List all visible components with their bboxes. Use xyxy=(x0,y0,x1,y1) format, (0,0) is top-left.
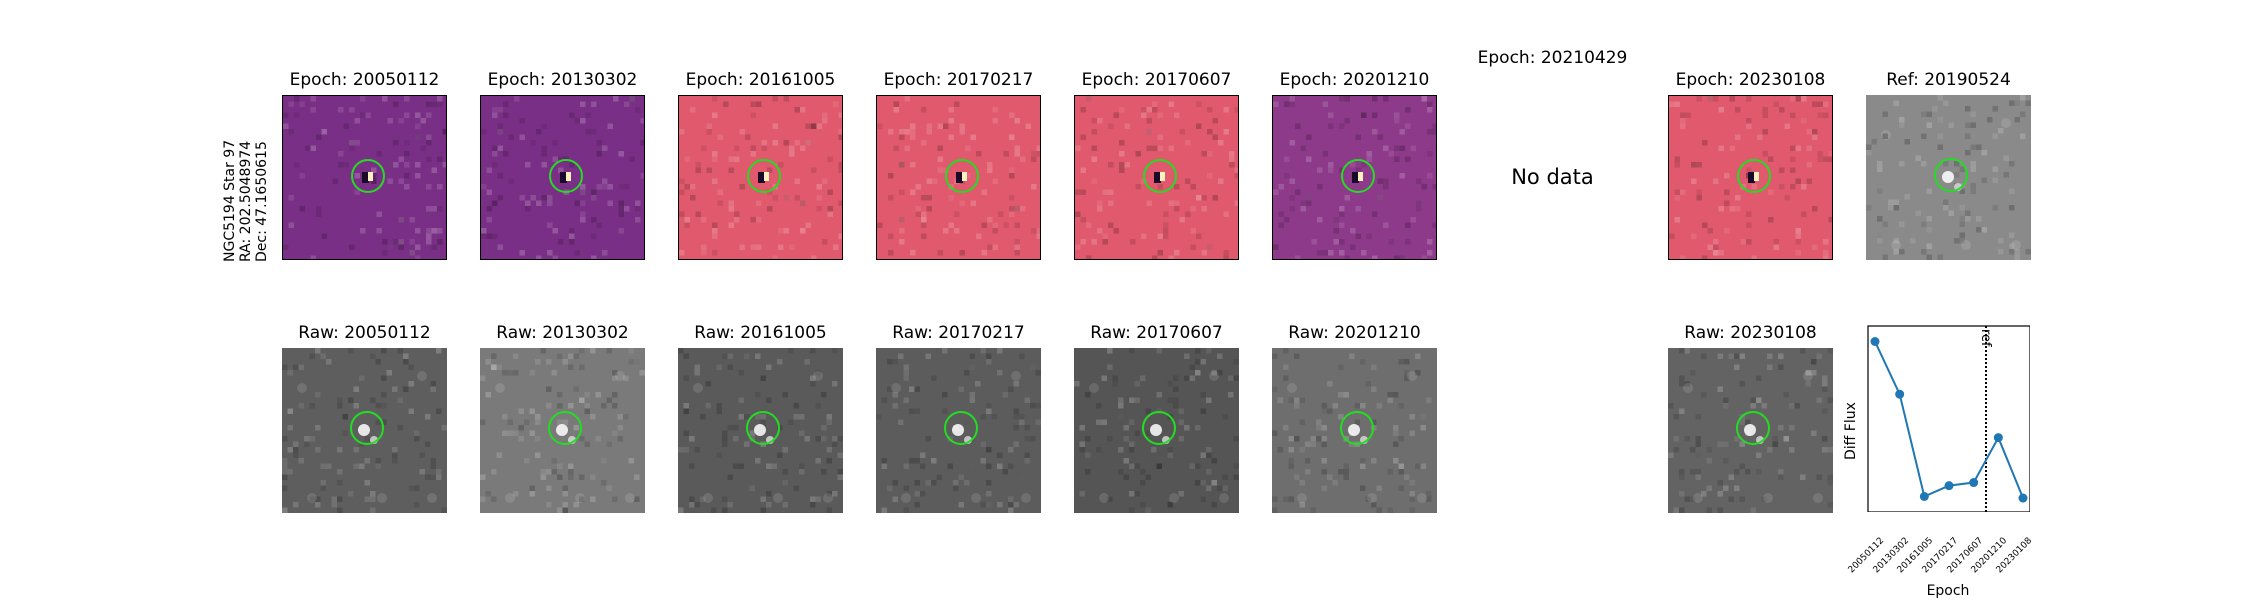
series-line xyxy=(1874,341,2024,499)
data-point xyxy=(1993,433,2003,443)
no-data-message: No data xyxy=(1511,165,1594,189)
raw-image-panel xyxy=(1074,348,1239,513)
raw-image xyxy=(1668,348,1833,513)
raw-panel-title: Raw: 20161005 xyxy=(694,323,827,343)
reference-image-panel xyxy=(1866,95,2031,260)
epoch-panel-title: Epoch: 20230108 xyxy=(1675,70,1826,90)
star-info-label: NGC5194 Star 97 RA: 202.5048974 Dec: 47.… xyxy=(222,140,270,262)
reference-image xyxy=(1866,95,2031,260)
raw-image xyxy=(282,348,447,513)
data-point xyxy=(2018,493,2028,503)
raw-image-panel xyxy=(1272,348,1437,513)
light-curve-svg: ref xyxy=(1867,325,2031,513)
data-point xyxy=(1870,337,1880,346)
epoch-panel-title: Epoch: 20170217 xyxy=(883,70,1034,90)
raw-image xyxy=(480,348,645,513)
ref-line-label: ref xyxy=(1978,329,1993,347)
raw-image xyxy=(1272,348,1437,513)
raw-panel-title: Raw: 20130302 xyxy=(496,323,629,343)
epoch-panel-title: Epoch: 20161005 xyxy=(685,70,836,90)
raw-panel-title: Raw: 20170217 xyxy=(892,323,1025,343)
difference-image-panel xyxy=(1074,95,1239,260)
difference-image-panel xyxy=(1272,95,1437,260)
epoch-panel-title: Epoch: 20130302 xyxy=(487,70,638,90)
difference-image xyxy=(1273,96,1436,259)
difference-image-panel xyxy=(678,95,843,260)
epoch-panel-title: Epoch: 20201210 xyxy=(1279,70,1430,90)
difference-image-panel xyxy=(876,95,1041,260)
raw-image xyxy=(1074,348,1239,513)
data-point xyxy=(1944,481,1954,491)
raw-image xyxy=(876,348,1041,513)
y-axis-label: Diff Flux xyxy=(1843,402,1859,460)
raw-panel-title: Raw: 20230108 xyxy=(1684,323,1817,343)
raw-panel-title: Raw: 20170607 xyxy=(1090,323,1223,343)
raw-image-panel xyxy=(876,348,1041,513)
data-point xyxy=(1895,389,1905,399)
epoch-panel-title: Epoch: 20210429 xyxy=(1477,48,1628,68)
raw-image-panel xyxy=(678,348,843,513)
x-axis-label: Epoch xyxy=(1926,583,1970,599)
raw-image-panel xyxy=(1668,348,1833,513)
diff-flux-plot: ref xyxy=(1865,325,2031,513)
difference-image-panel xyxy=(282,95,447,260)
difference-image xyxy=(1075,96,1238,259)
raw-panel-title: Raw: 20050112 xyxy=(298,323,431,343)
difference-image xyxy=(283,96,446,259)
difference-image-panel xyxy=(480,95,645,260)
difference-image xyxy=(679,96,842,259)
epoch-panel-title: Ref: 20190524 xyxy=(1886,70,2011,90)
raw-image-panel xyxy=(480,348,645,513)
star-name: NGC5194 Star 97 xyxy=(222,139,238,262)
raw-image xyxy=(678,348,843,513)
difference-image xyxy=(481,96,644,259)
raw-panel-title: Raw: 20201210 xyxy=(1288,323,1421,343)
raw-image-panel xyxy=(282,348,447,513)
difference-image xyxy=(1669,96,1832,259)
difference-image-panel xyxy=(1668,95,1833,260)
star-ra: RA: 202.5048974 xyxy=(238,140,254,262)
data-point xyxy=(1969,478,1979,488)
difference-image xyxy=(877,96,1040,259)
star-dec: Dec: 47.1650615 xyxy=(254,141,270,262)
data-point xyxy=(1919,492,1929,501)
epoch-panel-title: Epoch: 20170607 xyxy=(1081,70,1232,90)
epoch-panel-title: Epoch: 20050112 xyxy=(289,70,440,90)
